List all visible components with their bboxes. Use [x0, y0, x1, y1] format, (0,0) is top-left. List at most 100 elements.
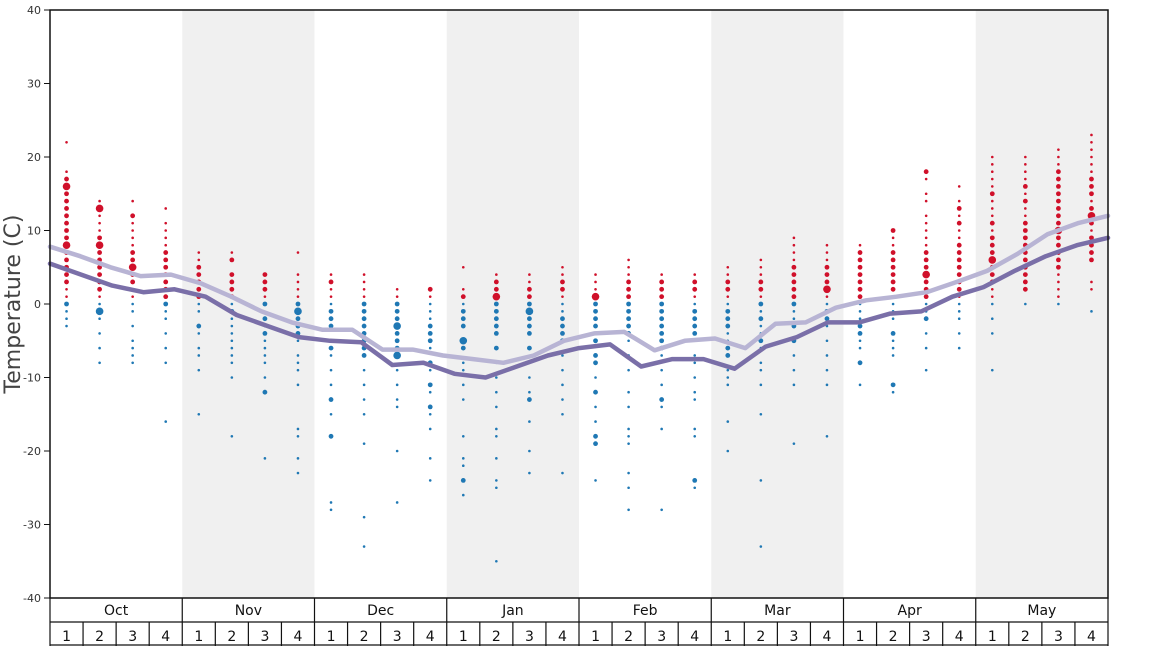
temperature-point [1056, 169, 1061, 175]
temperature-point [164, 332, 168, 335]
temperature-point [131, 346, 134, 350]
temperature-point [627, 368, 630, 372]
temperature-point [495, 405, 498, 409]
temperature-point [857, 264, 863, 270]
temperature-point [362, 273, 366, 276]
temperature-point [924, 192, 928, 196]
temperature-point [660, 405, 663, 409]
temperature-point [924, 229, 928, 232]
temperature-point [64, 228, 69, 233]
temperature-point [328, 433, 334, 439]
temperature-point [1056, 264, 1061, 270]
temperature-point [957, 302, 961, 306]
month-label: Dec [367, 603, 394, 619]
temperature-point [1089, 176, 1094, 182]
trend-lines [47, 213, 1111, 380]
temperature-point [493, 308, 499, 314]
temperature-point [990, 207, 994, 210]
temperature-point [923, 250, 929, 255]
temperature-point [64, 272, 69, 277]
temperature-point [131, 221, 134, 225]
temperature-point [988, 256, 997, 264]
temperature-point [460, 294, 466, 300]
temperature-point [824, 264, 830, 270]
temperature-point [1090, 141, 1093, 144]
temperature-point [428, 310, 432, 313]
temperature-point [263, 339, 267, 343]
temperature-point [262, 331, 268, 336]
temperature-point [527, 286, 532, 292]
temperature-point [924, 199, 928, 203]
temperature-point [197, 251, 201, 254]
temperature-point [924, 236, 928, 240]
temperature-point [924, 332, 928, 335]
temperature-point [626, 323, 631, 329]
temperature-point [956, 250, 962, 255]
temperature-point [230, 339, 234, 343]
temperature-point [692, 331, 698, 336]
week-label: 2 [95, 629, 104, 645]
temperature-point [427, 323, 433, 329]
temperature-point [95, 307, 104, 316]
temperature-point [956, 272, 962, 277]
temperature-point [528, 390, 531, 394]
temperature-point [493, 345, 499, 351]
temperature-point [627, 435, 630, 438]
temperature-point [328, 279, 334, 285]
temperature-point [230, 251, 234, 254]
temperature-point [990, 229, 994, 232]
temperature-point [890, 257, 896, 263]
temperature-point [362, 288, 366, 291]
temperature-point [957, 236, 961, 240]
temperature-point [857, 286, 863, 292]
temperature-point [659, 397, 665, 402]
temperature-point [825, 339, 829, 343]
temperature-point [1056, 206, 1061, 211]
y-tick-label: -20 [23, 445, 41, 458]
temperature-point [98, 346, 101, 350]
temperature-point [660, 354, 663, 357]
temperature-point [957, 229, 961, 232]
temperature-point [890, 228, 896, 233]
temperature-point [64, 235, 69, 241]
temperature-point [825, 354, 829, 357]
temperature-point [1056, 191, 1061, 197]
week-label: 3 [393, 629, 402, 645]
temperature-point [627, 405, 630, 409]
temperature-point [725, 323, 731, 329]
temperature-point [230, 302, 234, 306]
temperature-point [726, 449, 730, 453]
temperature-point [924, 243, 928, 247]
temperature-point [527, 323, 532, 329]
temperature-point [495, 427, 498, 431]
temperature-point [197, 346, 201, 350]
temperature-point [626, 316, 631, 322]
temperature-point [527, 331, 532, 336]
temperature-point [1089, 184, 1094, 189]
temperature-point [693, 376, 697, 379]
temperature-point [660, 368, 663, 372]
temperature-point [130, 257, 136, 263]
temperature-point [95, 241, 104, 249]
temperature-point [825, 302, 829, 306]
temperature-point [230, 332, 234, 335]
temperature-point [627, 273, 630, 276]
temperature-point [957, 185, 961, 188]
temperature-point [957, 214, 961, 218]
temperature-point [1089, 206, 1094, 211]
month-label: Nov [235, 603, 262, 619]
temperature-point [561, 265, 564, 269]
temperature-point [990, 155, 994, 159]
week-label: 2 [492, 629, 501, 645]
temperature-point [362, 545, 366, 548]
temperature-point [857, 279, 863, 285]
week-label: 2 [889, 629, 898, 645]
temperature-point [229, 272, 235, 277]
temperature-point [891, 236, 895, 240]
temperature-point [659, 308, 665, 314]
temperature-point [395, 449, 399, 453]
temperature-point [726, 265, 730, 269]
temperature-point [759, 265, 763, 269]
temperature-point [1022, 235, 1028, 241]
temperature-point [230, 317, 234, 321]
